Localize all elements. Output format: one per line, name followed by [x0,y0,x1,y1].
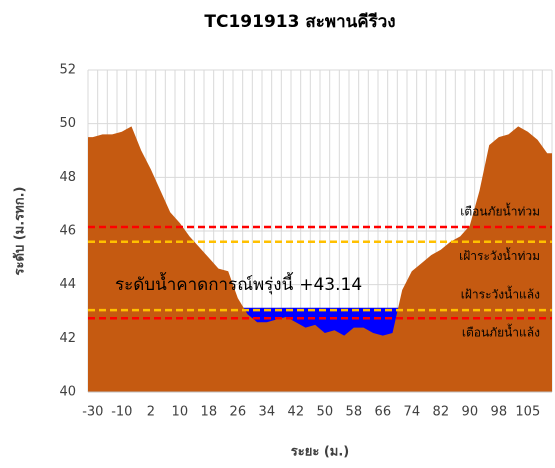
forecast-name: ระดับน้ำคาดการณ์พรุ่งนี้ [115,272,294,295]
y-tick-label: 50 [59,116,76,131]
x-tick-label: 90 [462,405,479,420]
x-tick-label: 82 [433,405,450,420]
y-tick-label: 44 [59,277,76,292]
x-tick-label: 50 [317,405,334,420]
threshold-label: เตือนภัยน้ำท่วม [460,202,540,218]
y-tick-label: 46 [59,224,76,239]
x-tick-label: 105 [515,405,540,420]
y-tick-label: 48 [59,170,76,185]
chart-title: TC191913 สะพานคีรีวง [204,11,395,32]
y-axis-label: ระดับ (ม.รทก.) [13,187,28,276]
x-tick-label: 58 [346,405,363,420]
x-tick-label: 26 [230,405,247,420]
y-tick-label: 52 [59,63,76,78]
forecast-label: ระดับน้ำคาดการณ์พรุ่งนี้ +43.14 [115,272,362,295]
threshold-label: เฝ้าระวังน้ำท่วม [459,247,540,263]
x-tick-label: 74 [404,405,421,420]
x-tick-label: 98 [491,405,508,420]
x-tick-label: 18 [201,405,218,420]
threshold-label: เตือนภัยน้ำแล้ง [462,324,540,340]
x-tick-label: -10 [111,405,132,420]
x-tick-label: 42 [288,405,305,420]
x-tick-label: 34 [259,405,276,420]
x-tick-label: -30 [82,405,103,420]
threshold-label: เฝ้าระวังน้ำแล้ง [461,286,540,302]
forecast-value: +43.14 [299,275,362,295]
terrain-area [88,126,552,393]
x-tick-label: 10 [172,405,189,420]
x-tick-label: 66 [375,405,392,420]
x-axis-label: ระยะ (ม.) [291,445,349,460]
y-tick-label: 42 [59,331,76,346]
y-tick-label: 40 [59,385,76,400]
x-tick-label: 2 [147,405,155,420]
